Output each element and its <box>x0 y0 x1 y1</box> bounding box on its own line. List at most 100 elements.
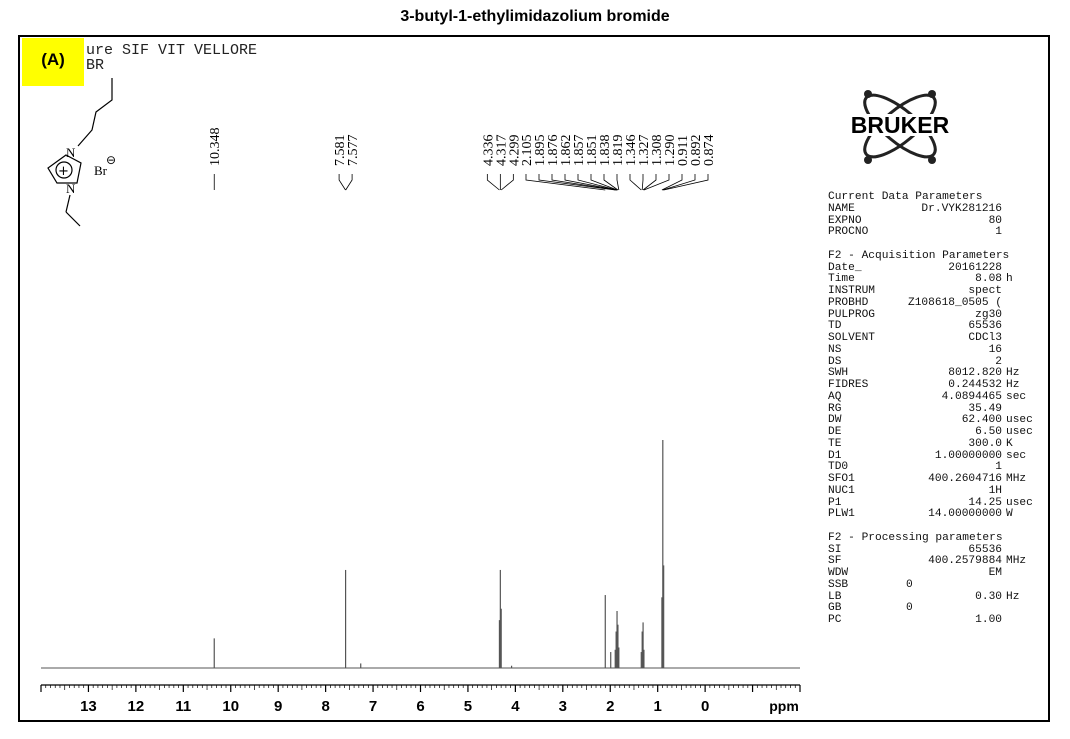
param-key: PC <box>828 614 842 626</box>
param-key: PLW1 <box>828 508 855 521</box>
ethyl-bond-2 <box>65 211 81 227</box>
acquisition-param-row: RG 35.49 <box>828 403 1038 416</box>
acquisition-param-row: FIDRES 0.244532 Hz <box>828 379 1038 392</box>
param-key: PROCNO <box>828 226 869 239</box>
peak-label: 4.299 <box>507 135 522 167</box>
peak-label-connector <box>538 174 616 191</box>
peak-label-connector <box>642 174 657 191</box>
param-unit: usec <box>1006 414 1033 427</box>
param-value: 80 <box>988 214 1002 227</box>
param-unit <box>1002 603 1038 615</box>
param-value: 2 <box>995 355 1002 368</box>
param-key: SWH <box>828 367 849 380</box>
ethyl-bond-1 <box>65 194 71 213</box>
param-value: Dr.VYK281216 <box>921 202 1002 215</box>
processing-param-row: SF 400.2579884 MHz <box>828 555 1038 568</box>
x-tick-label: 7 <box>369 698 377 715</box>
param-unit: sec <box>1006 390 1027 403</box>
param-unit: h <box>1006 273 1013 286</box>
acquisition-param-row: SFO1 400.2604716 MHz <box>828 473 1038 486</box>
bromide-anion: Br <box>94 163 108 178</box>
acquisition-param-row: AQ 4.0894465 sec <box>828 390 1038 404</box>
x-tick-label: 0 <box>701 698 709 715</box>
x-tick-label: 9 <box>274 698 282 715</box>
param-unit <box>1002 286 1038 298</box>
param-key: NUC1 <box>828 484 855 497</box>
peak-label-connector <box>641 174 644 191</box>
param-key: LB <box>828 590 842 603</box>
header-line-1: ure SIF VIT VELLORE <box>86 42 258 59</box>
param-value: 62.400 <box>961 414 1002 427</box>
param-unit: Hz <box>1006 379 1020 391</box>
param-value: 14.25 <box>968 496 1002 509</box>
param-value: 0 <box>906 602 913 615</box>
peak-label: 10.348 <box>208 128 223 167</box>
param-value: 0.244532 <box>948 379 1002 391</box>
param-value: 1.00 <box>975 614 1002 626</box>
x-axis-label: ppm <box>769 698 799 714</box>
param-value: spect <box>968 285 1002 297</box>
parameter-block: Current Data Parameters NAME Dr.VYK281216… <box>828 191 1038 627</box>
param-key: PROBHD <box>828 296 869 309</box>
param-unit <box>1002 615 1038 627</box>
param-value: 300.0 <box>968 437 1002 450</box>
param-key: DE <box>828 426 842 438</box>
x-tick-label: 4 <box>511 698 520 715</box>
x-tick-label: 2 <box>606 698 614 715</box>
param-key: Time <box>828 273 855 286</box>
param-key: NAME <box>828 202 855 215</box>
acquisition-param-row: TD 65536 <box>828 320 1038 333</box>
param-unit <box>1002 580 1038 592</box>
peak-label-connector <box>577 174 618 191</box>
acquisition-param-row: SOLVENT CDCl3 <box>828 332 1038 345</box>
param-key: NS <box>828 343 842 356</box>
acquisition-params-title: F2 - Acquisition Parameters <box>828 249 1010 262</box>
peak-label-connector <box>345 174 353 191</box>
param-key: GB <box>828 602 842 615</box>
param-unit: sec <box>1006 449 1027 462</box>
acquisition-param-row: Date_ 20161228 <box>828 261 1038 275</box>
plus-charge-circle <box>55 161 73 179</box>
peak-label: 1.346 <box>624 135 639 167</box>
param-unit <box>1002 216 1038 228</box>
param-key: SFO1 <box>828 473 855 485</box>
x-tick-label: 6 <box>416 698 424 715</box>
x-tick-label: 3 <box>559 698 567 715</box>
processing-param-row: SSB 0 <box>828 578 1038 592</box>
peak-label-connector <box>525 174 606 191</box>
peak-label-connector <box>661 174 683 191</box>
param-value: 1.00000000 <box>934 449 1002 462</box>
header-line-2: BR <box>86 57 105 74</box>
processing-param-row: GB 0 <box>828 602 1038 615</box>
param-value: 400.2579884 <box>928 555 1002 568</box>
param-value: EM <box>988 567 1002 579</box>
param-unit: usec <box>1006 496 1033 509</box>
peak-label: 1.290 <box>663 135 678 167</box>
param-value: 0 <box>906 578 913 591</box>
nitrogen-1: N <box>66 145 76 160</box>
param-value: 0.30 <box>975 590 1002 603</box>
param-value: 400.2604716 <box>928 473 1002 485</box>
param-value: 20161228 <box>948 261 1002 274</box>
current-param-row: EXPNO 80 <box>828 214 1038 228</box>
peak-label-connector <box>564 174 617 191</box>
acquisition-param-row: PLW1 14.00000000 W <box>828 508 1038 521</box>
acquisition-param-row: NUC1 1H <box>828 484 1038 498</box>
acquisition-param-row: TE 300.0 K <box>828 437 1038 451</box>
peak-label: 4.336 <box>481 135 496 167</box>
acquisition-param-row: DS 2 <box>828 355 1038 369</box>
param-key: TD <box>828 320 842 333</box>
current-params-title: Current Data Parameters <box>828 191 983 203</box>
peak-label: 7.581 <box>333 135 348 167</box>
processing-params-title: F2 - Processing parameters <box>828 531 1003 544</box>
param-value: Z108618_0505 ( <box>908 296 1002 309</box>
peak-label: 1.819 <box>611 135 626 167</box>
acquisition-param-row: D1 1.00000000 sec <box>828 449 1038 463</box>
param-key: WDW <box>828 567 849 579</box>
acquisition-param-row: PROBHD Z108618_0505 ( <box>828 296 1038 310</box>
param-key: SF <box>828 555 842 568</box>
param-key: PULPROG <box>828 308 875 321</box>
peak-label: 1.838 <box>598 135 613 167</box>
